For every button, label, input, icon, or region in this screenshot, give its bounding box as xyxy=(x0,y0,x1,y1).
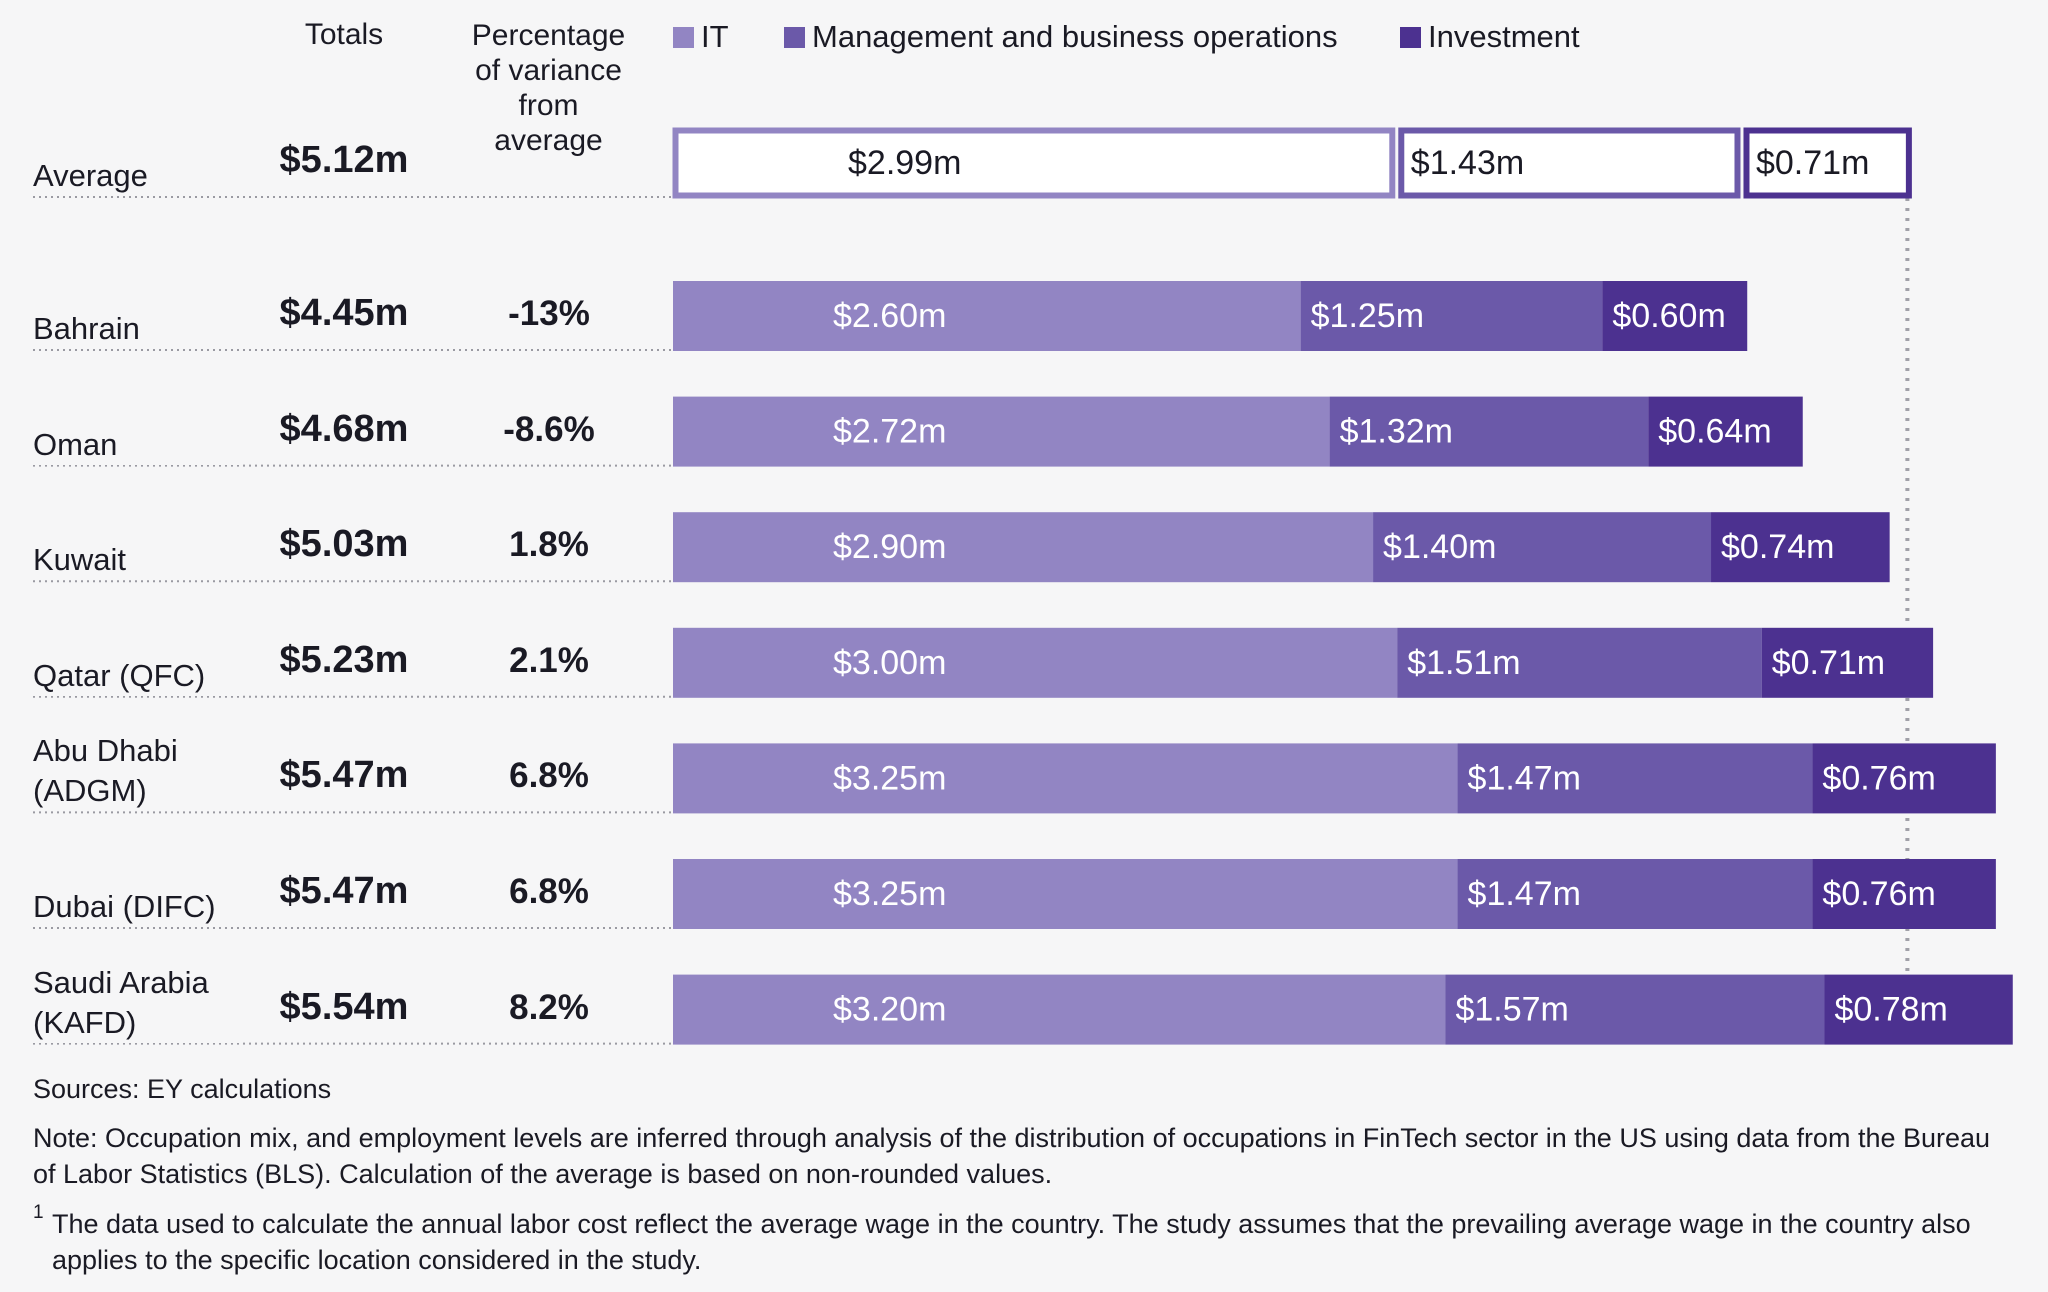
footnote: The data used to calculate the annual la… xyxy=(52,1209,1971,1275)
total-label: $5.23m xyxy=(279,638,409,681)
note: Note: Occupation mix, and employment lev… xyxy=(33,1123,1991,1189)
value-label: $0.64m xyxy=(1658,413,1771,451)
bar-segment xyxy=(1457,743,1813,814)
total-label: $4.45m xyxy=(279,292,409,334)
bar-segment xyxy=(673,974,1446,1045)
total-label: $5.47m xyxy=(279,754,409,797)
footnote-marker: 1 xyxy=(33,1202,44,1223)
bar-segment xyxy=(1812,743,1996,814)
value-label: $2.60m xyxy=(833,297,946,335)
category-label: Kuwait xyxy=(33,540,242,581)
bar-segment xyxy=(673,743,1458,814)
value-label: $3.25m xyxy=(833,759,946,797)
total-label: $4.68m xyxy=(279,407,409,450)
bar-segment xyxy=(1445,974,1825,1045)
legend-swatch xyxy=(1400,27,1421,48)
value-label: $0.60m xyxy=(1612,297,1725,335)
bar-segment xyxy=(1602,281,1748,351)
value-label: $0.78m xyxy=(1834,991,1947,1029)
value-label: $1.25m xyxy=(1311,297,1424,335)
variance-label: -13% xyxy=(508,294,590,333)
bar-segment xyxy=(1761,627,1934,698)
total-label: $5.47m xyxy=(279,870,409,912)
bar-segment xyxy=(673,396,1330,467)
category-label: Bahrain xyxy=(33,309,242,349)
value-label: $3.00m xyxy=(833,644,946,682)
value-label: $1.57m xyxy=(1455,991,1568,1029)
category-label: Abu Dhabi (ADGM) xyxy=(33,731,242,812)
bar-segment xyxy=(1711,512,1890,583)
legend-swatch xyxy=(784,27,805,48)
variance-label: 1.8% xyxy=(509,525,589,565)
value-label: $0.76m xyxy=(1822,759,1935,797)
value-label: $1.47m xyxy=(1468,875,1581,913)
bar-segment xyxy=(672,127,1396,199)
legend-label: Investment xyxy=(1428,19,1580,54)
bar-segment xyxy=(1743,127,1912,199)
value-label: $1.47m xyxy=(1468,759,1581,797)
value-label: $1.32m xyxy=(1340,413,1453,451)
total-label: $5.03m xyxy=(279,523,409,566)
value-label: $2.99m xyxy=(848,144,961,182)
value-label: $1.40m xyxy=(1383,528,1496,566)
bar-segment xyxy=(1329,396,1649,467)
variance-label: 6.8% xyxy=(509,872,589,911)
bar-segment xyxy=(673,512,1374,583)
sources: Sources: EY calculations xyxy=(33,1074,332,1104)
bar-segment xyxy=(1824,974,2013,1045)
value-label: $1.51m xyxy=(1407,644,1520,682)
bar-segment xyxy=(1398,127,1741,199)
bar-segment xyxy=(673,627,1398,698)
variance-label: 6.8% xyxy=(509,756,589,796)
category-label: Dubai (DIFC) xyxy=(33,887,242,927)
value-label: $3.25m xyxy=(833,875,946,913)
legend-label: Management and business operations xyxy=(812,19,1338,54)
totals-header: Totals xyxy=(304,18,384,51)
total-label: $5.54m xyxy=(279,985,409,1028)
category-label: Saudi Arabia (KAFD) xyxy=(33,962,242,1043)
value-label: $0.71m xyxy=(1756,144,1869,182)
category-label: Average xyxy=(33,156,242,196)
bar-segment xyxy=(673,281,1301,351)
variance-header: Percentage of variance from average xyxy=(471,19,626,157)
variance-label: 2.1% xyxy=(509,640,589,680)
variance-label: 8.2% xyxy=(509,987,589,1027)
bar-segment xyxy=(1648,396,1803,467)
bar-segment xyxy=(1457,859,1813,929)
category-label: Oman xyxy=(33,424,242,465)
value-label: $0.76m xyxy=(1822,875,1935,913)
value-label: $2.72m xyxy=(833,413,946,451)
variance-label: -8.6% xyxy=(503,409,595,449)
value-label: $3.20m xyxy=(833,991,946,1029)
legend-swatch xyxy=(673,27,694,48)
legend-label: IT xyxy=(701,19,729,54)
bar-segment xyxy=(1812,859,1996,929)
bar-segment xyxy=(1300,281,1603,351)
value-label: $2.90m xyxy=(833,528,946,566)
bar-segment xyxy=(1373,512,1712,583)
value-label: $0.71m xyxy=(1772,644,1885,682)
value-label: $1.43m xyxy=(1411,144,1524,182)
bar-segment xyxy=(1397,627,1762,698)
value-label: $0.74m xyxy=(1721,528,1834,566)
total-label: $5.12m xyxy=(279,139,409,181)
bar-segment xyxy=(673,859,1458,929)
category-label: Qatar (QFC) xyxy=(33,655,242,696)
